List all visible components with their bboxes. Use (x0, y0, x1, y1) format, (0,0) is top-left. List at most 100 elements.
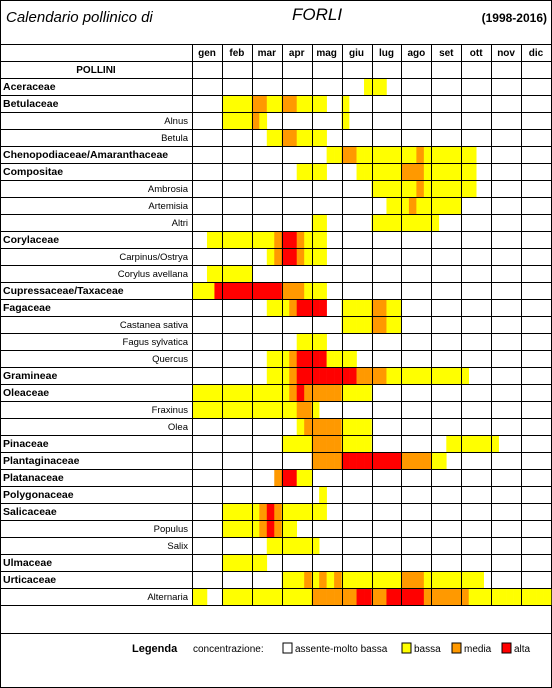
month-label: mag (316, 48, 337, 59)
heat-cell (296, 163, 305, 180)
heat-cell (289, 299, 298, 316)
grid: gen feb mar apr mag giu lug ago set ott nov dic POLL… (0, 44, 552, 634)
heat-cell (408, 146, 417, 163)
heat-cell (378, 571, 387, 588)
heat-cell (304, 588, 312, 605)
heat-cell (251, 503, 260, 520)
genus-label: Olea (168, 422, 189, 433)
heat-cell (371, 588, 380, 605)
heat-cell (468, 571, 477, 588)
heat-cell (266, 367, 275, 384)
family-label: Ulmaceae (3, 557, 52, 569)
heat-cell (356, 316, 365, 333)
month-label: dic (529, 48, 544, 59)
heat-cell (214, 265, 223, 282)
family-label: Chenopodiaceae/Amaranthaceae (3, 149, 168, 161)
heat-cell (296, 469, 305, 486)
month-label: set (439, 48, 454, 59)
heat-cell (349, 146, 357, 163)
heat-cell (423, 452, 432, 469)
genus-label: Ambrosia (148, 184, 189, 195)
heat-cell (221, 231, 230, 248)
heat-cell (476, 588, 484, 605)
heat-cell (296, 129, 305, 146)
heat-cell (468, 588, 477, 605)
heat-cell (364, 316, 372, 333)
heat-cell (206, 231, 215, 248)
heat-cell (386, 452, 395, 469)
heat-cell (311, 129, 320, 146)
heat-cell (401, 571, 410, 588)
heat-cell (304, 418, 312, 435)
heat-cell (393, 588, 402, 605)
heat-cell (438, 163, 447, 180)
heat-cell (281, 95, 290, 112)
family-label: Corylaceae (3, 234, 59, 246)
heat-cell (438, 197, 447, 214)
genus-label: Artemisia (148, 201, 188, 212)
month-label: feb (229, 48, 244, 59)
heat-cell (446, 146, 455, 163)
heat-cell (319, 452, 327, 469)
heat-cell (393, 146, 402, 163)
heat-cell (356, 418, 365, 435)
heat-cell (304, 503, 312, 520)
heat-cell (468, 435, 477, 452)
heat-cell (356, 299, 365, 316)
heat-cell (244, 520, 253, 537)
heat-cell (274, 588, 283, 605)
heat-cell (326, 146, 335, 163)
family-label: Gramineae (3, 370, 57, 382)
heat-cell (289, 248, 298, 265)
heat-cell (401, 214, 410, 231)
heat-cell (378, 452, 387, 469)
heat-cell (229, 231, 238, 248)
heat-cell (296, 384, 305, 401)
heat-cell (401, 180, 410, 197)
heat-cell (266, 588, 275, 605)
heat-cell (408, 163, 417, 180)
heat-cell (296, 367, 305, 384)
month-label: ago (408, 48, 426, 59)
heat-cell (229, 282, 238, 299)
heat-cell (281, 384, 290, 401)
heat-cell (371, 78, 380, 95)
heat-cell (334, 588, 342, 605)
heat-cell (281, 282, 290, 299)
family-label: Compositae (3, 166, 63, 178)
heat-cell (378, 367, 387, 384)
heat-cell (296, 282, 305, 299)
heat-cell (423, 588, 432, 605)
heat-cell (274, 129, 283, 146)
heat-cell (296, 588, 305, 605)
heat-cell (266, 231, 275, 248)
heat-cell (289, 435, 298, 452)
heat-cell (356, 367, 365, 384)
heat-cell (341, 146, 350, 163)
heat-cell (401, 146, 410, 163)
heat-cell (281, 350, 290, 367)
genus-label: Salix (167, 541, 188, 552)
genus-label: Corylus avellana (118, 269, 189, 280)
heat-cell (221, 112, 230, 129)
heat-cell (356, 571, 365, 588)
heat-cell (349, 588, 357, 605)
heat-cell (393, 367, 402, 384)
heat-cell (483, 435, 492, 452)
heat-cell (378, 146, 387, 163)
heat-cell (393, 571, 402, 588)
heat-cell (334, 367, 342, 384)
heat-cell (476, 571, 484, 588)
heat-cell (334, 350, 342, 367)
heat-cell (341, 367, 350, 384)
heat-cell (446, 571, 455, 588)
family-label: Oleaceae (3, 387, 49, 399)
heat-cell (378, 163, 387, 180)
heat-cell (431, 571, 440, 588)
heat-cell (251, 95, 260, 112)
heat-cell (416, 146, 425, 163)
heat-cell (311, 384, 320, 401)
heat-cell (259, 231, 268, 248)
heat-cell (468, 163, 477, 180)
